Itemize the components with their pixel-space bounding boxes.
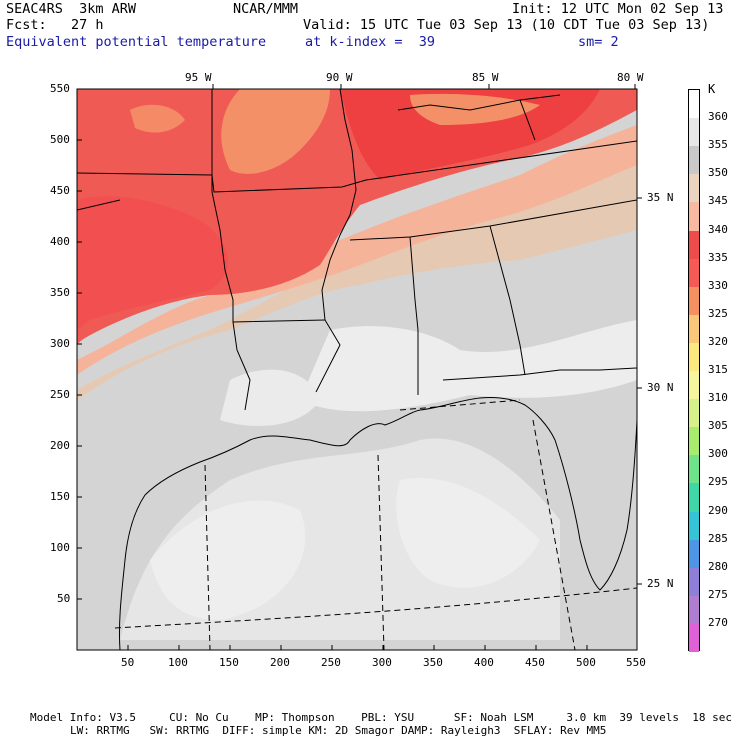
colorbar-label: 360 [708, 110, 728, 124]
lat-label-35n: 35 N [647, 191, 674, 204]
graticule-ticks [212, 84, 642, 585]
lon-label-95w: 95 W [185, 71, 212, 84]
x-tick-label: 550 [626, 656, 646, 669]
colorbar-segment [689, 623, 699, 653]
valid-time: Valid: 15 UTC Tue 03 Sep 13 (10 CDT Tue … [303, 17, 710, 33]
y-tick-label: 250 [50, 388, 70, 401]
colorbar-segment [689, 174, 699, 203]
y-tick-label: 400 [50, 235, 70, 248]
lon-label-85w: 85 W [472, 71, 499, 84]
x-axis-ticks [127, 645, 638, 650]
colorbar-label: 285 [708, 531, 728, 545]
smoothing-label: sm= 2 [578, 34, 619, 50]
map-frame [76, 88, 638, 651]
colorbar-segment [689, 483, 699, 512]
field-level: at k-index = 39 [305, 34, 436, 50]
colorbar-segment [689, 567, 699, 597]
colorbar-label: 295 [708, 475, 728, 489]
colorbar-segment [689, 146, 699, 175]
gulf-coastline [118, 397, 638, 651]
colorbar-label: 305 [708, 419, 728, 433]
lon-label-80w: 80 W [617, 71, 644, 84]
y-tick-label: 200 [50, 439, 70, 452]
colorbar-segment [689, 455, 699, 484]
colorbar-segment [689, 90, 699, 119]
x-tick-label: 500 [576, 656, 596, 669]
colorbar-segment [689, 371, 699, 400]
colorbar-label: 310 [708, 391, 728, 405]
forecast-hour: Fcst: 27 h [6, 17, 104, 33]
lat-label-30n: 30 N [647, 381, 674, 394]
colorbar-label: 345 [708, 194, 728, 208]
lat-label-25n: 25 N [647, 577, 674, 590]
x-tick-label: 150 [219, 656, 239, 669]
init-time: Init: 12 UTC Mon 02 Sep 13 [512, 1, 724, 17]
title-model: SEAC4RS 3km ARW [6, 1, 137, 17]
colorbar-label: 325 [708, 306, 728, 320]
theta-e-field [77, 89, 637, 650]
y-tick-label: 100 [50, 541, 70, 554]
colorbar-segment [689, 314, 699, 344]
colorbar-segment [689, 118, 699, 147]
colorbar-label: 340 [708, 222, 728, 236]
maritime-boundaries [114, 399, 638, 651]
colorbar-label: 270 [708, 615, 728, 629]
y-tick-label: 550 [50, 82, 70, 95]
colorbar-label: 320 [708, 334, 728, 348]
colorbar-segment [689, 230, 699, 260]
colorbar-label: 350 [708, 166, 728, 180]
colorbar-label: 355 [708, 138, 728, 152]
colorbar-segment [689, 342, 699, 372]
x-tick-label: 350 [423, 656, 443, 669]
x-tick-label: 400 [474, 656, 494, 669]
colorbar-unit: K [708, 82, 716, 96]
x-tick-label: 250 [321, 656, 341, 669]
political-boundaries [77, 89, 637, 411]
colorbar-segment [689, 258, 699, 288]
x-tick-label: 100 [168, 656, 188, 669]
lon-label-90w: 90 W [326, 71, 353, 84]
model-info-line2: LW: RRTMG SW: RRTMG DIFF: simple KM: 2D … [70, 724, 607, 737]
colorbar-label: 280 [708, 559, 728, 573]
colorbar-segment [689, 511, 699, 541]
colorbar-label: 290 [708, 503, 728, 517]
colorbar-label: 330 [708, 278, 728, 292]
y-tick-label: 450 [50, 184, 70, 197]
model-info-line1: Model Info: V3.5 CU: No Cu MP: Thompson … [30, 711, 732, 724]
y-tick-label: 50 [57, 592, 71, 605]
y-tick-label: 150 [50, 490, 70, 503]
y-tick-label: 500 [50, 133, 70, 146]
x-tick-label: 200 [270, 656, 290, 669]
colorbar-segment [689, 595, 699, 625]
colorbar-label: 335 [708, 250, 728, 264]
colorbar-label: 275 [708, 587, 728, 601]
x-tick-label: 300 [372, 656, 392, 669]
colorbar-segment [689, 202, 699, 231]
x-tick-label: 450 [525, 656, 545, 669]
y-axis-ticks [77, 88, 82, 600]
colorbar-segment [689, 427, 699, 456]
field-name: Equivalent potential temperature [6, 34, 267, 50]
y-tick-label: 300 [50, 337, 70, 350]
colorbar-label: 300 [708, 447, 728, 461]
colorbar-label: 315 [708, 363, 728, 376]
y-tick-label: 350 [50, 286, 70, 299]
x-tick-label: 50 [121, 656, 135, 669]
colorbar-segment [689, 539, 699, 569]
colorbar-segment [689, 399, 699, 428]
colorbar-segment [689, 286, 699, 316]
colorbar [688, 89, 700, 653]
title-institution: NCAR/MMM [233, 1, 299, 17]
